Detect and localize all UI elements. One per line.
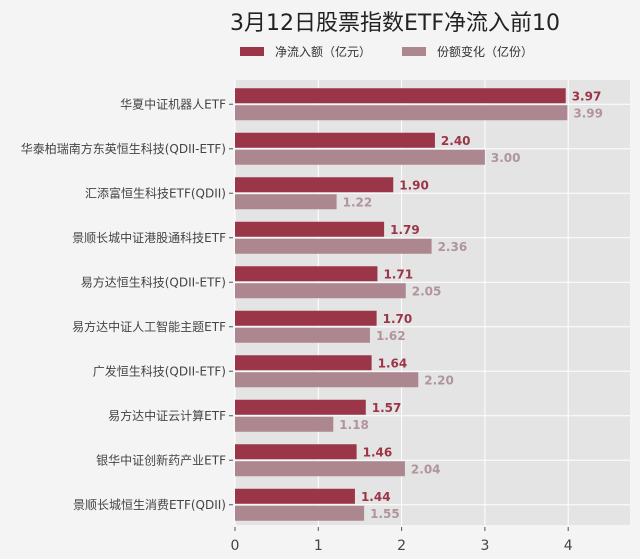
data-label: 2.20 <box>424 373 454 387</box>
data-label: 3.00 <box>491 151 521 165</box>
data-label: 1.55 <box>370 507 400 521</box>
bar-net-inflow <box>235 310 377 326</box>
y-tick-label: 华夏中证机器人ETF <box>120 96 226 111</box>
bar-net-inflow <box>235 221 385 237</box>
data-label: 1.64 <box>378 356 408 370</box>
y-tick-label: 广发恒生科技(QDII-ETF) <box>93 363 226 378</box>
data-label: 1.46 <box>363 445 393 459</box>
data-label: 1.62 <box>376 329 406 343</box>
bar-net-inflow <box>235 399 366 415</box>
data-label: 1.71 <box>383 267 413 281</box>
data-label: 2.40 <box>441 134 471 148</box>
bar-net-inflow <box>235 355 372 371</box>
bar-share-change <box>235 149 485 165</box>
bar-net-inflow <box>235 266 378 282</box>
bar-share-change <box>235 327 370 343</box>
data-label: 1.70 <box>383 312 413 326</box>
x-tick-label: 0 <box>231 538 240 554</box>
x-tick-label: 3 <box>480 538 489 554</box>
bar-share-change <box>235 283 406 299</box>
bar-net-inflow <box>235 88 566 104</box>
bar-share-change <box>235 505 365 521</box>
legend-label: 净流入额（亿元） <box>275 44 371 59</box>
chart-title: 3月12日股票指数ETF净流入前10 <box>230 11 560 36</box>
data-label: 2.05 <box>412 284 442 298</box>
bar-net-inflow <box>235 132 435 148</box>
data-label: 1.18 <box>339 418 369 432</box>
x-tick-label: 4 <box>564 538 573 554</box>
bar-share-change <box>235 238 432 254</box>
y-tick-label: 易方达恒生科技(QDII-ETF) <box>81 274 226 289</box>
bar-share-change <box>235 194 337 210</box>
x-tick-label: 1 <box>314 538 323 554</box>
legend-label: 份额变化（亿份） <box>437 44 533 59</box>
data-label: 1.22 <box>343 195 373 209</box>
bar-share-change <box>235 416 334 432</box>
data-label: 1.57 <box>372 401 402 415</box>
legend-swatch <box>402 47 426 56</box>
x-tick-label: 2 <box>397 538 406 554</box>
y-tick-label: 易方达中证人工智能主题ETF <box>72 319 226 334</box>
data-label: 1.79 <box>390 223 420 237</box>
y-tick-label: 汇添富恒生科技ETF(QDII) <box>85 185 226 200</box>
y-tick-label: 景顺长城中证港股通科技ETF <box>72 230 226 245</box>
bar-share-change <box>235 461 405 477</box>
bar-net-inflow <box>235 177 394 193</box>
bar-net-inflow <box>235 488 355 504</box>
y-tick-label: 易方达中证云计算ETF <box>108 408 226 423</box>
data-label: 3.99 <box>573 106 603 120</box>
bar-net-inflow <box>235 444 357 460</box>
legend-swatch <box>240 47 264 56</box>
bar-share-change <box>235 105 568 121</box>
data-label: 1.90 <box>399 178 429 192</box>
bar-share-change <box>235 372 419 388</box>
data-label: 3.97 <box>572 89 602 103</box>
y-tick-label: 华泰柏瑞南方东英恒生科技(QDII-ETF) <box>21 141 226 156</box>
legend: 净流入额（亿元） 份额变化（亿份） <box>240 44 533 59</box>
data-label: 2.04 <box>411 462 441 476</box>
data-label: 1.44 <box>361 490 391 504</box>
y-tick-label: 景顺长城恒生消费ETF(QDII) <box>73 498 226 512</box>
y-tick-label: 银华中证创新药产业ETF <box>96 452 226 467</box>
data-label: 2.36 <box>438 240 468 254</box>
